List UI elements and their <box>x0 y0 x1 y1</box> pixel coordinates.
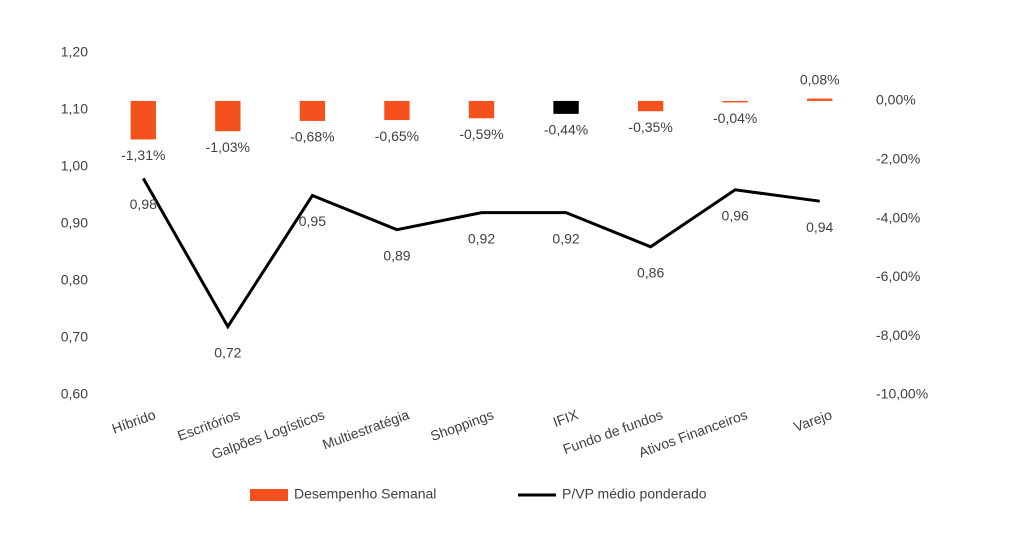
y-tick-label: 1,20 <box>61 44 88 60</box>
line-value-label: 0,72 <box>214 344 241 360</box>
x-tick-label: Shoppings <box>428 406 496 444</box>
y-tick-label: 1,00 <box>61 158 88 174</box>
legend-label: Desempenho Semanal <box>294 486 436 502</box>
y-tick-label: 0,90 <box>61 215 88 231</box>
line-value-label: 0,96 <box>722 208 749 224</box>
bar-value-label: -1,03% <box>206 139 250 155</box>
x-tick-label: Híbrido <box>110 406 158 437</box>
y2-tick-label: -10,00% <box>876 386 928 402</box>
line-value-label: 0,86 <box>637 265 664 281</box>
bar <box>637 100 664 112</box>
line-value-label: 0,92 <box>552 230 579 246</box>
y-tick-label: 1,10 <box>61 101 88 117</box>
legend-label: P/VP médio ponderado <box>562 486 707 502</box>
bar <box>384 100 410 121</box>
y2-tick-label: 0,00% <box>876 92 916 108</box>
y2-tick-label: -4,00% <box>876 209 920 225</box>
bar <box>722 100 748 103</box>
x-tick-label: Multiestratégia <box>320 406 411 452</box>
bar-value-label: -0,65% <box>375 128 419 144</box>
bar <box>215 100 241 132</box>
bar <box>468 100 495 119</box>
bar <box>299 100 326 121</box>
line-value-label: 0,95 <box>299 213 326 229</box>
bar-value-label: -0,04% <box>713 110 757 126</box>
legend-swatch <box>250 489 288 501</box>
bar <box>553 100 579 114</box>
bar-value-label: -0,68% <box>290 129 334 145</box>
line-value-label: 0,98 <box>130 196 157 212</box>
line-value-label: 0,94 <box>806 219 833 235</box>
bar-value-label: -0,59% <box>459 126 503 142</box>
bar-value-label: 0,08% <box>800 71 840 87</box>
y-tick-label: 0,70 <box>61 329 88 345</box>
x-tick-label: Varejo <box>791 406 834 435</box>
x-tick-label: IFIX <box>551 406 581 430</box>
y2-tick-label: -2,00% <box>876 150 920 166</box>
bar-value-label: -1,31% <box>121 147 165 163</box>
bar-value-label: -0,35% <box>628 119 672 135</box>
line-value-label: 0,92 <box>468 230 495 246</box>
bar <box>807 98 833 101</box>
y-tick-label: 0,60 <box>61 386 88 402</box>
y2-tick-label: -6,00% <box>876 268 920 284</box>
y-tick-label: 0,80 <box>61 272 88 288</box>
line-value-label: 0,89 <box>383 247 410 263</box>
line <box>141 177 820 330</box>
bar <box>130 100 156 140</box>
bar-value-label: -0,44% <box>544 122 588 138</box>
y2-tick-label: -8,00% <box>876 327 920 343</box>
